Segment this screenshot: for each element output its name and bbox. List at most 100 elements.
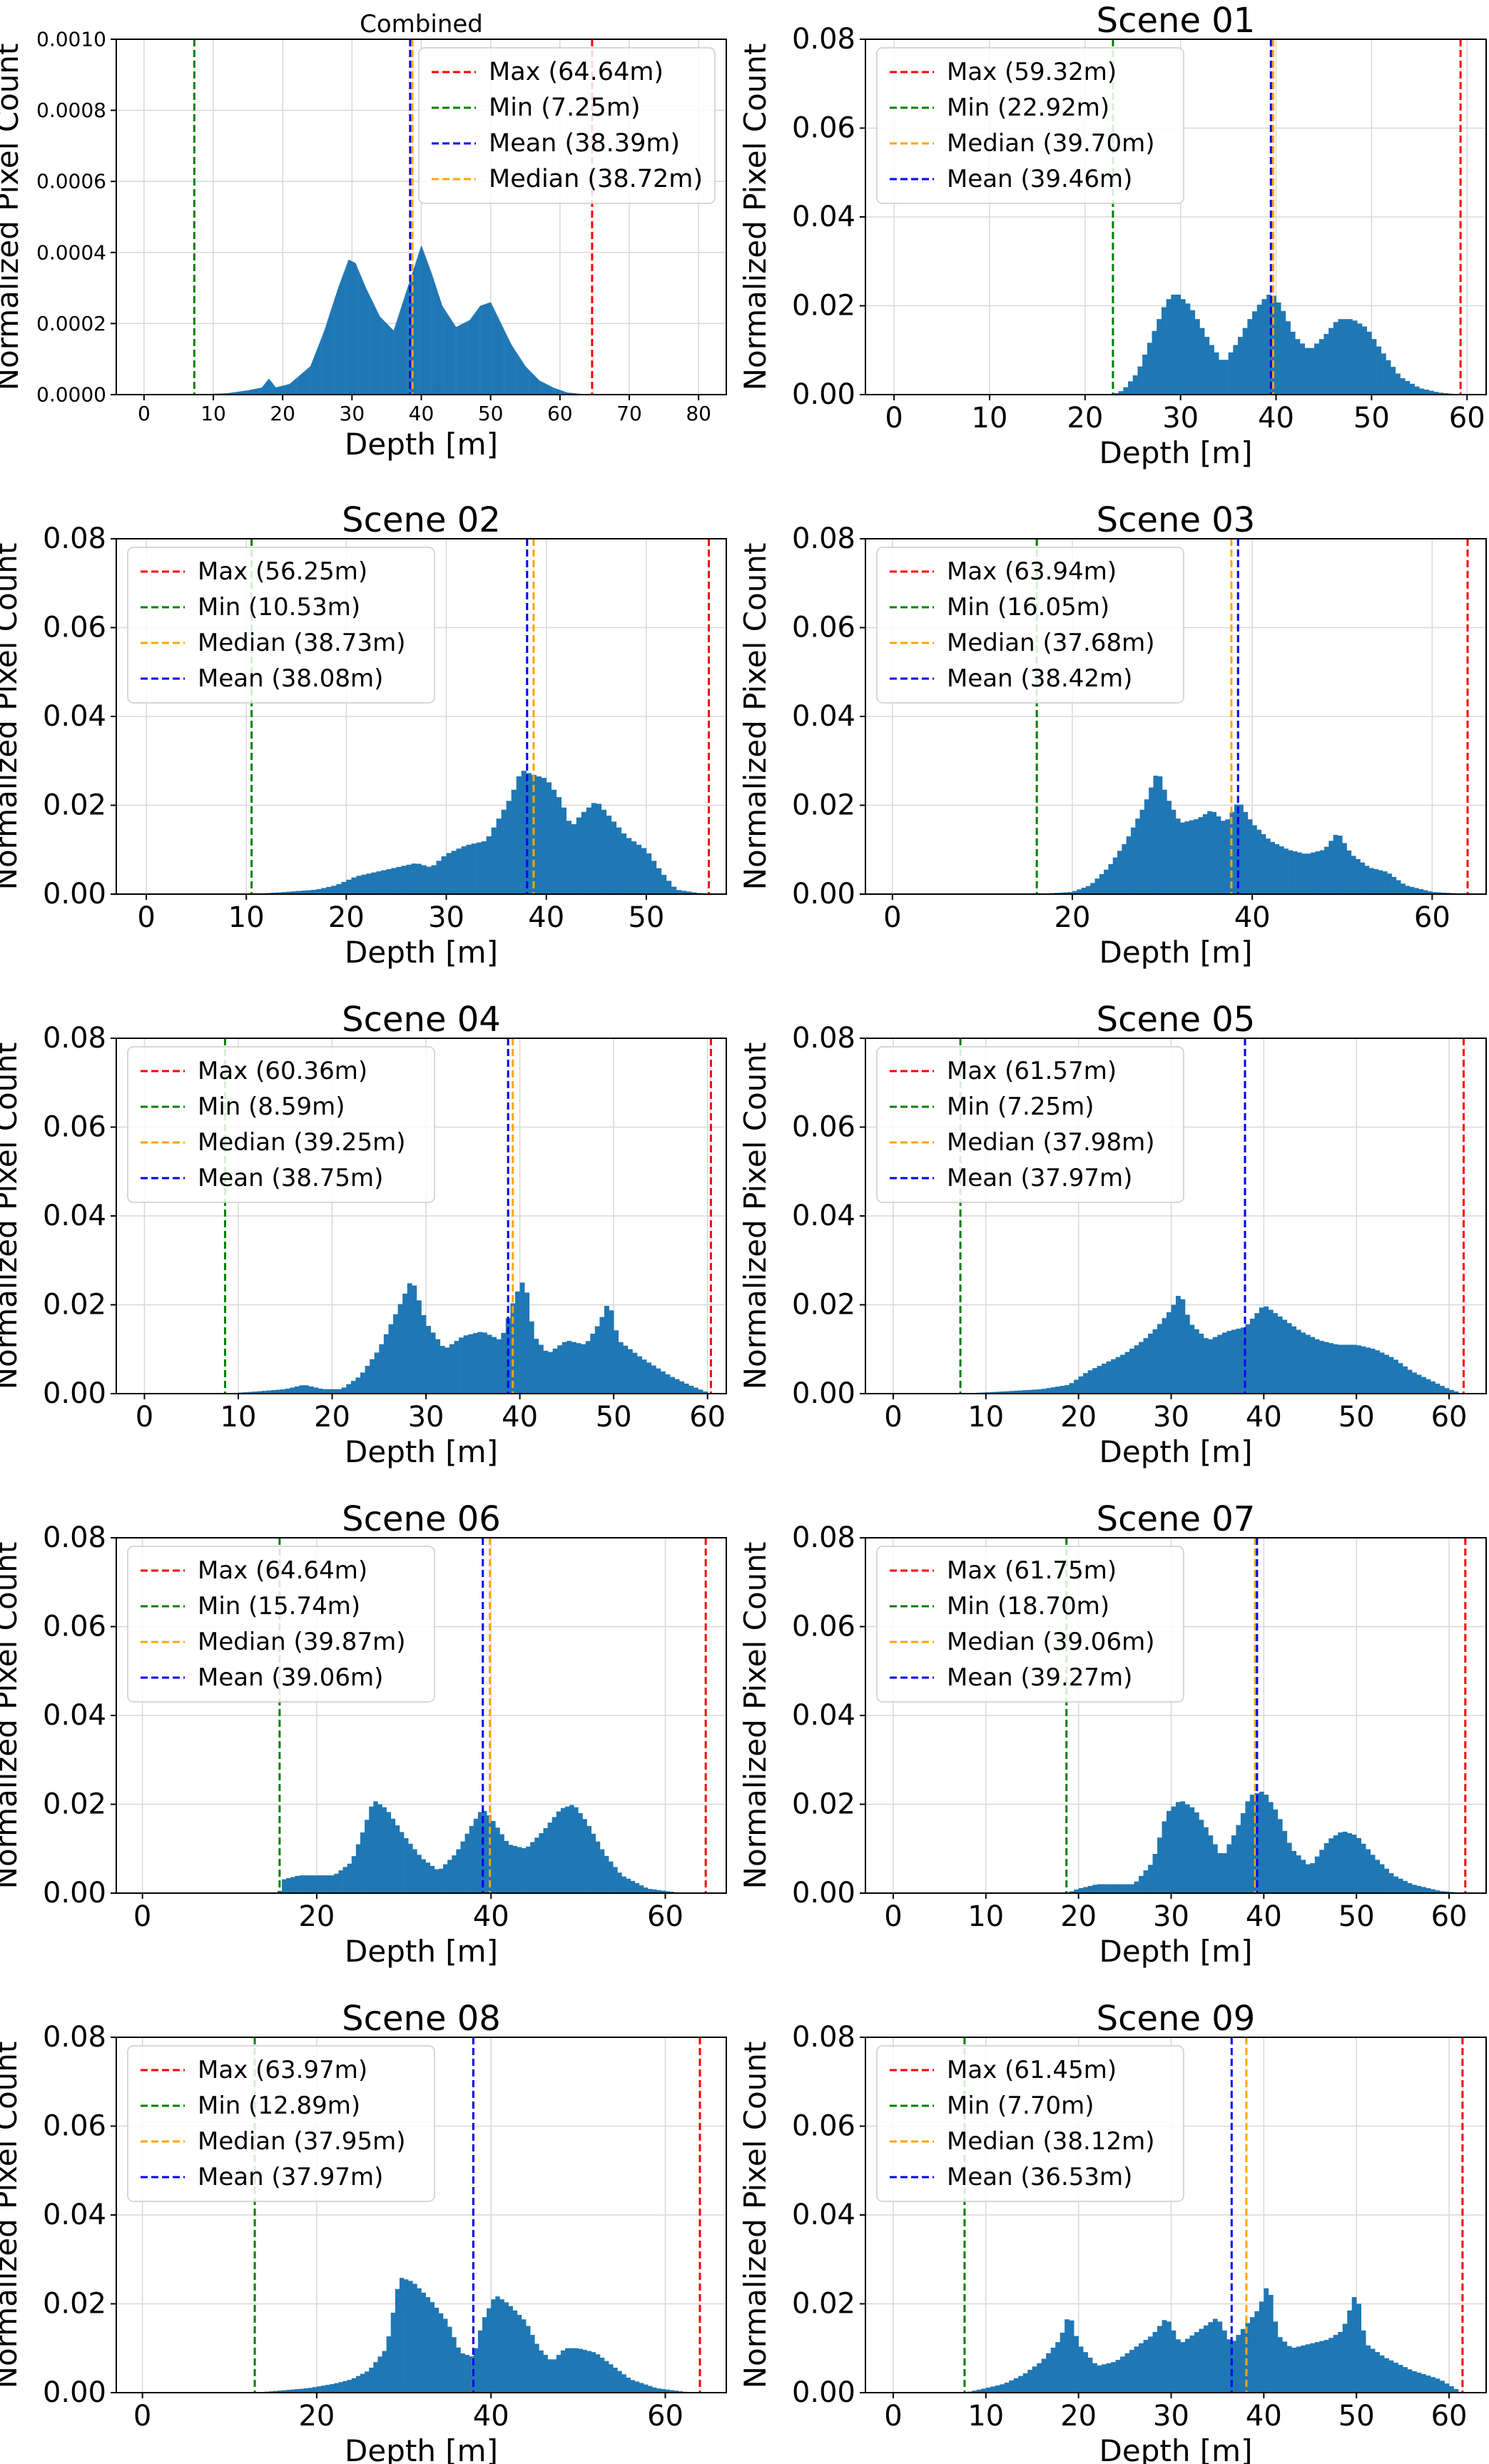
histogram-bar — [1333, 835, 1338, 894]
histogram-bar — [412, 1849, 417, 1893]
histogram-bar — [499, 2299, 504, 2393]
histogram-bar — [561, 390, 564, 395]
histogram-bar — [463, 1335, 469, 1394]
histogram-bar — [372, 303, 374, 395]
legend-entry-max: Max (64.64m) — [489, 58, 664, 86]
y-tick-label: 0.04 — [43, 1200, 106, 1232]
histogram-bar — [530, 371, 532, 395]
histogram-bar — [1282, 2341, 1288, 2393]
histogram-bar — [1291, 2347, 1297, 2393]
histogram-bar — [604, 1306, 609, 1394]
histogram-bar — [446, 313, 447, 395]
y-tick-label: 0.08 — [792, 1521, 855, 1554]
y-axis-label: Normalized Pixel Count — [0, 1043, 24, 1390]
legend-entry-max: Max (61.45m) — [947, 2056, 1117, 2084]
x-tick-label: 40 — [528, 901, 564, 934]
histogram-bar — [331, 886, 337, 894]
histogram-bar — [1301, 1332, 1306, 1394]
y-tick-label: 0.04 — [43, 700, 106, 733]
histogram-bar — [408, 1843, 413, 1893]
histogram-bar — [981, 2388, 987, 2393]
histogram-bar — [265, 381, 268, 395]
histogram-bar — [586, 807, 592, 894]
x-axis-label: Depth [m] — [345, 427, 498, 462]
histogram-bar — [517, 355, 519, 395]
histogram-bar — [250, 390, 251, 395]
x-tick-label: 10 — [228, 901, 265, 934]
histogram-bar — [233, 392, 235, 395]
histogram-bar — [641, 848, 647, 894]
histogram-bar — [1152, 2331, 1158, 2393]
histogram-bar — [688, 1385, 694, 1394]
histogram-bar — [637, 1356, 642, 1394]
histogram-bar — [412, 1285, 417, 1394]
histogram-bar — [1254, 1313, 1260, 1394]
histogram-bar — [462, 323, 464, 395]
histogram-bar — [1388, 1357, 1394, 1394]
histogram-bar — [1356, 1345, 1362, 1394]
legend-entry-min: Min (22.92m) — [947, 93, 1109, 122]
histogram-bar — [1309, 348, 1315, 395]
histogram-bar — [652, 1889, 657, 1893]
histogram-bar — [330, 2384, 335, 2393]
histogram-bar — [1370, 1348, 1376, 1394]
x-tick-label: 0 — [138, 402, 151, 425]
histogram-bar — [1046, 2353, 1052, 2393]
histogram-bar — [548, 1352, 553, 1394]
histogram-bar — [464, 323, 466, 395]
histogram-bar — [353, 262, 355, 395]
histogram-bar — [296, 891, 302, 894]
histogram-bar — [1055, 2342, 1060, 2393]
histogram-bar — [1421, 1887, 1426, 1893]
histogram-bar — [335, 293, 337, 395]
x-tick-label: 20 — [1067, 402, 1103, 435]
histogram-bar — [626, 2377, 631, 2393]
y-tick-label: 0.0006 — [36, 170, 106, 193]
legend: Max (61.75m) Min (18.70m) Median (39.06m) M… — [876, 1546, 1184, 1703]
histogram-bar — [674, 2391, 679, 2393]
histogram-bar — [452, 2337, 457, 2393]
histogram-bar — [360, 1832, 365, 1893]
histogram-bar — [1000, 2384, 1005, 2393]
histogram-bar — [510, 1303, 516, 1394]
histogram-bar — [382, 2351, 387, 2393]
histogram-bar — [1199, 328, 1205, 395]
histogram-bar — [478, 308, 479, 395]
histogram-bar — [337, 1389, 342, 1394]
histogram-bar — [1407, 1369, 1413, 1394]
histogram-bar — [248, 390, 250, 395]
histogram-bar — [347, 1863, 352, 1893]
histogram-bar — [656, 1368, 661, 1394]
x-tick-label: 20 — [1060, 2400, 1097, 2433]
histogram-bar — [554, 387, 556, 395]
x-tick-label: 0 — [884, 1401, 902, 1434]
x-tick-label: 60 — [689, 1401, 726, 1434]
histogram-bar — [388, 1324, 394, 1394]
histogram-bar — [376, 871, 382, 894]
x-tick-label: 50 — [1338, 1401, 1375, 1434]
x-tick-label: 60 — [647, 1900, 683, 1933]
histogram-bar — [1117, 851, 1122, 894]
histogram-bar — [1102, 1884, 1107, 1893]
histogram-bar — [359, 272, 360, 395]
histogram-bar — [404, 2279, 409, 2393]
histogram-bar — [450, 319, 452, 395]
histogram-bar — [399, 1832, 405, 1893]
histogram-bar — [408, 2281, 413, 2393]
histogram-bar — [405, 293, 407, 395]
histogram-bar — [1157, 1324, 1162, 1394]
histogram-bar — [1092, 1368, 1097, 1394]
histogram-bar — [266, 1390, 272, 1394]
histogram-bar — [618, 1342, 624, 1394]
histogram-bar — [1391, 876, 1397, 894]
y-axis-label: Normalized Pixel Count — [738, 1542, 773, 1890]
histogram-bar — [609, 1310, 614, 1394]
histogram-bar — [1379, 2355, 1385, 2393]
histogram-bar — [552, 387, 554, 395]
histogram-bar — [551, 386, 552, 395]
histogram-bar — [355, 263, 357, 395]
histogram-bar — [578, 1812, 583, 1893]
y-tick-label: 0.06 — [43, 2110, 106, 2143]
histogram-bar — [285, 385, 287, 395]
histogram-bar — [430, 1865, 435, 1893]
